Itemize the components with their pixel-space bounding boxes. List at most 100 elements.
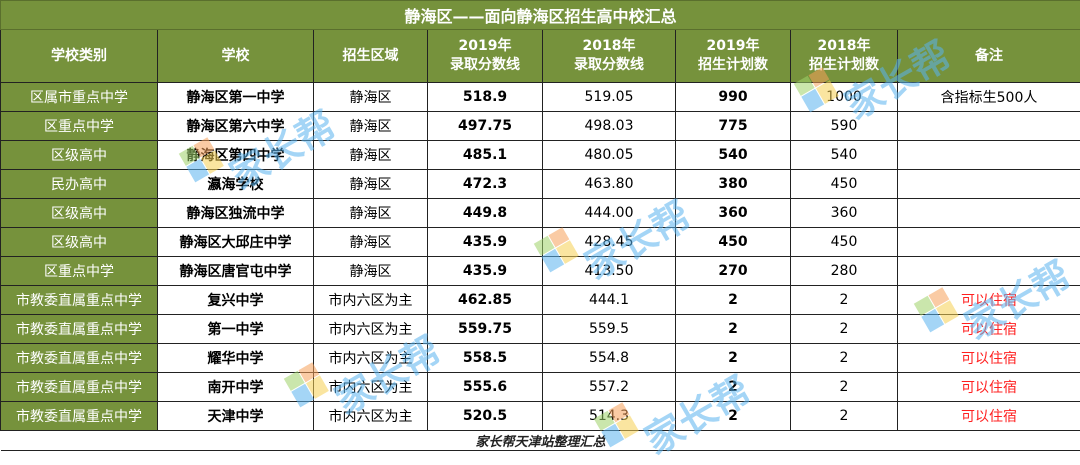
cell-category: 区属市重点中学 xyxy=(1,83,158,112)
cell-school: 静海区第一中学 xyxy=(158,83,314,112)
cell-area: 市内六区为主 xyxy=(314,286,428,315)
cell-area: 市内六区为主 xyxy=(314,344,428,373)
header-score-2019: 2019年录取分数线 xyxy=(428,30,543,83)
cell-school: 静海区唐官屯中学 xyxy=(158,257,314,286)
cell-plan-2019: 270 xyxy=(676,257,791,286)
header-score-2018: 2018年录取分数线 xyxy=(543,30,676,83)
cell-plan-2018: 360 xyxy=(791,199,898,228)
cell-category: 民办高中 xyxy=(1,170,158,199)
footer-credit: 家长帮天津站整理汇总 xyxy=(1,431,1080,451)
cell-plan-2018: 450 xyxy=(791,228,898,257)
footer-row: 家长帮天津站整理汇总 xyxy=(1,431,1080,451)
cell-category: 市教委直属重点中学 xyxy=(1,373,158,402)
cell-score-2018: 480.05 xyxy=(543,141,676,170)
cell-area: 静海区 xyxy=(314,112,428,141)
cell-score-2019: 435.9 xyxy=(428,257,543,286)
cell-note xyxy=(898,228,1080,257)
cell-plan-2018: 2 xyxy=(791,402,898,431)
cell-category: 市教委直属重点中学 xyxy=(1,286,158,315)
header-school: 学校 xyxy=(158,30,314,83)
cell-score-2019: 497.75 xyxy=(428,112,543,141)
cell-plan-2018: 590 xyxy=(791,112,898,141)
cell-score-2019: 555.6 xyxy=(428,373,543,402)
cell-plan-2019: 360 xyxy=(676,199,791,228)
cell-school: 天津中学 xyxy=(158,402,314,431)
cell-plan-2019: 380 xyxy=(676,170,791,199)
cell-note xyxy=(898,170,1080,199)
table-title: 静海区——面向静海区招生高中校汇总 xyxy=(1,1,1080,30)
cell-score-2019: 558.5 xyxy=(428,344,543,373)
cell-note xyxy=(898,199,1080,228)
cell-category: 区级高中 xyxy=(1,199,158,228)
header-plan-2019: 2019年招生计划数 xyxy=(676,30,791,83)
cell-category: 市教委直属重点中学 xyxy=(1,315,158,344)
cell-school: 瀛海学校 xyxy=(158,170,314,199)
cell-score-2018: 444.1 xyxy=(543,286,676,315)
cell-plan-2018: 1000 xyxy=(791,83,898,112)
cell-category: 区级高中 xyxy=(1,228,158,257)
cell-score-2018: 498.03 xyxy=(543,112,676,141)
title-row: 静海区——面向静海区招生高中校汇总 xyxy=(1,1,1080,30)
cell-plan-2019: 2 xyxy=(676,344,791,373)
cell-school: 复兴中学 xyxy=(158,286,314,315)
cell-plan-2018: 2 xyxy=(791,373,898,402)
cell-plan-2019: 2 xyxy=(676,373,791,402)
cell-score-2018: 557.2 xyxy=(543,373,676,402)
cell-score-2018: 554.8 xyxy=(543,344,676,373)
cell-area: 市内六区为主 xyxy=(314,402,428,431)
cell-plan-2019: 2 xyxy=(676,286,791,315)
cell-score-2018: 428.45 xyxy=(543,228,676,257)
cell-note xyxy=(898,141,1080,170)
cell-school: 静海区第四中学 xyxy=(158,141,314,170)
cell-plan-2018: 2 xyxy=(791,315,898,344)
cell-score-2019: 449.8 xyxy=(428,199,543,228)
cell-plan-2019: 540 xyxy=(676,141,791,170)
cell-score-2019: 462.85 xyxy=(428,286,543,315)
cell-note: 可以住宿 xyxy=(898,402,1080,431)
cell-score-2019: 518.9 xyxy=(428,83,543,112)
cell-plan-2018: 450 xyxy=(791,170,898,199)
cell-area: 静海区 xyxy=(314,257,428,286)
cell-score-2018: 463.80 xyxy=(543,170,676,199)
cell-area: 静海区 xyxy=(314,228,428,257)
cell-score-2018: 444.00 xyxy=(543,199,676,228)
cell-note: 含指标生500人 xyxy=(898,83,1080,112)
cell-plan-2019: 450 xyxy=(676,228,791,257)
cell-score-2019: 520.5 xyxy=(428,402,543,431)
cell-plan-2018: 2 xyxy=(791,344,898,373)
cell-plan-2019: 775 xyxy=(676,112,791,141)
cell-area: 市内六区为主 xyxy=(314,315,428,344)
cell-school: 静海区独流中学 xyxy=(158,199,314,228)
cell-area: 静海区 xyxy=(314,141,428,170)
cell-school: 南开中学 xyxy=(158,373,314,402)
cell-plan-2019: 2 xyxy=(676,402,791,431)
cell-plan-2018: 2 xyxy=(791,286,898,315)
cell-plan-2019: 990 xyxy=(676,83,791,112)
cell-school: 静海区第六中学 xyxy=(158,112,314,141)
spreadsheet: 静海区——面向静海区招生高中校汇总 学校类别 学校 招生区域 2019年录取分数… xyxy=(0,0,1080,449)
schools-table: 静海区——面向静海区招生高中校汇总 学校类别 学校 招生区域 2019年录取分数… xyxy=(0,0,1080,451)
cell-category: 区级高中 xyxy=(1,141,158,170)
cell-area: 静海区 xyxy=(314,83,428,112)
cell-plan-2019: 2 xyxy=(676,315,791,344)
cell-score-2018: 514.3 xyxy=(543,402,676,431)
cell-note: 可以住宿 xyxy=(898,344,1080,373)
header-row: 学校类别 学校 招生区域 2019年录取分数线 2018年录取分数线 2019年… xyxy=(1,30,1080,83)
cell-note xyxy=(898,257,1080,286)
cell-score-2018: 413.50 xyxy=(543,257,676,286)
cell-category: 市教委直属重点中学 xyxy=(1,402,158,431)
cell-note: 可以住宿 xyxy=(898,286,1080,315)
cell-category: 市教委直属重点中学 xyxy=(1,344,158,373)
cell-note: 可以住宿 xyxy=(898,315,1080,344)
cell-category: 区重点中学 xyxy=(1,112,158,141)
